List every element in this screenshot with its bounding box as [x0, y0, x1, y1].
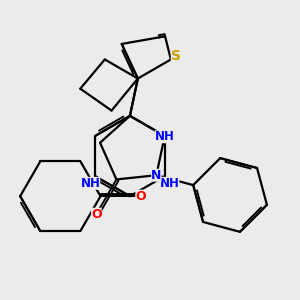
Text: NH: NH [80, 177, 100, 190]
Text: N: N [151, 169, 161, 182]
Text: O: O [91, 208, 102, 221]
Text: NH: NH [160, 177, 179, 190]
Text: NH: NH [155, 130, 175, 143]
Text: S: S [171, 49, 181, 63]
Text: O: O [135, 190, 146, 203]
